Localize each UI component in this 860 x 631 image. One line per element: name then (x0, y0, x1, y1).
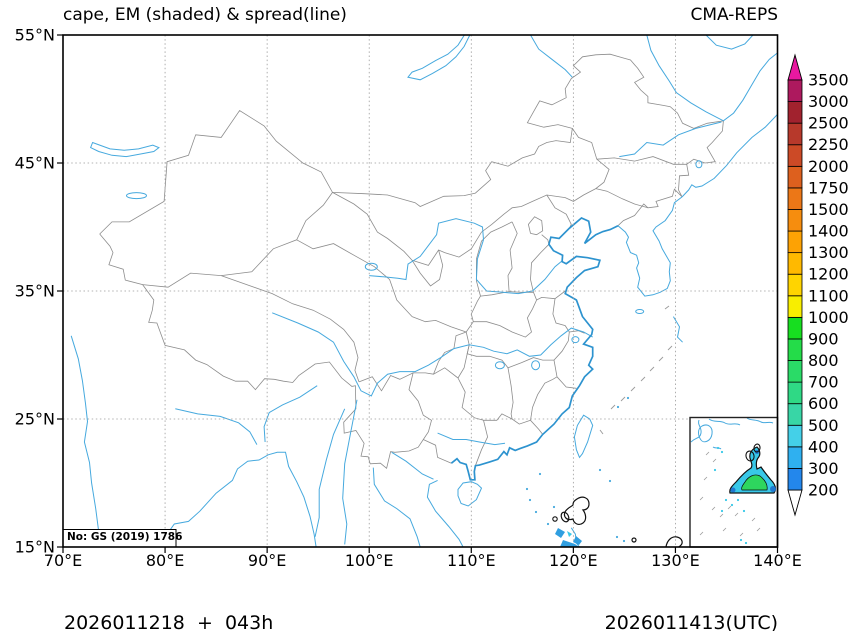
colorbar-level-label: 1300 (808, 243, 849, 262)
colorbar-level-label: 3000 (808, 92, 849, 111)
inset-island-marks (699, 451, 761, 537)
x-tick-label: 100°E (345, 551, 394, 570)
y-tick-label: 45°N (15, 154, 55, 173)
x-tick-label: 120°E (549, 551, 598, 570)
colorbar-level-label: 2250 (808, 135, 849, 154)
x-tick-label: 110°E (447, 551, 496, 570)
colorbar-cell (787, 101, 803, 124)
colorbar-level-label: 1400 (808, 222, 849, 241)
colorbar-level-label: 2500 (808, 114, 849, 133)
province-borders (99, 53, 724, 470)
colorbar-cell (787, 424, 803, 448)
colorbar-level-label: 2000 (808, 157, 849, 176)
valid-time-block: 2026011413(UTC) 2026011421(CST) (605, 561, 778, 631)
axis-tick-labels: 70°E 80°E 90°E 100°E 110°E 120°E 130°E 140°E 55°… (15, 26, 802, 571)
x-tick-label: 80°E (146, 551, 184, 570)
model-name: CMA-REPS (690, 5, 778, 25)
colorbar-level-label: 800 (808, 351, 839, 370)
colorbar-level-label: 300 (808, 459, 839, 478)
colorbar-level-label: 900 (808, 329, 839, 348)
colorbar: 200 300 400 500 600 700 800 900 1000 1100 1200 1300… (787, 53, 849, 517)
small-islands (525, 396, 630, 543)
colorbar-level-label: 200 (808, 481, 839, 500)
colorbar-cell (787, 403, 803, 426)
colorbar-level-label: 1200 (808, 265, 849, 284)
china-coastline (450, 217, 619, 481)
colorbar-cell (787, 209, 803, 232)
colorbar-level-label: 500 (808, 416, 839, 435)
colorbar-cell (787, 165, 803, 189)
y-tick-label: 55°N (15, 26, 55, 45)
colorbar-level-label: 1000 (808, 308, 849, 327)
colorbar-cell (787, 230, 803, 254)
colorbar-level-label: 400 (808, 437, 839, 456)
colorbar-level-label: 700 (808, 373, 839, 392)
init-time-line1: 2026011218 + 043h (64, 612, 274, 631)
colorbar-cell (787, 381, 803, 405)
colorbar-over-arrow (787, 53, 803, 81)
colorbar-level-label: 1750 (808, 178, 849, 197)
coastlines-rivers (70, 35, 778, 547)
init-time-block: 2026011218 + 043h 2026011302 + 043h (64, 561, 273, 631)
inset-coastlines (690, 417, 774, 450)
y-tick-label: 25°N (15, 410, 55, 429)
lat-lon-gridlines (63, 35, 778, 547)
x-tick-label: 140°E (753, 551, 802, 570)
colorbar-cell (787, 468, 803, 491)
map-geometry-layer (70, 35, 778, 547)
colorbar-level-label: 3500 (808, 71, 849, 90)
figure-title: cape, EM (shaded) & spread(line) (63, 5, 347, 25)
spread-contours (552, 496, 683, 547)
y-tick-label: 35°N (15, 282, 55, 301)
colorbar-cell (787, 446, 803, 469)
inset-islets (713, 446, 748, 545)
colorbar-level-label: 600 (808, 394, 839, 413)
x-tick-label: 70°E (44, 551, 82, 570)
colorbar-under-arrow (787, 489, 803, 517)
colorbar-cell (787, 252, 803, 275)
colorbar-cell (787, 144, 803, 167)
colorbar-level-label: 1500 (808, 200, 849, 219)
island-chain-marks (599, 305, 673, 435)
colorbar-cell (787, 79, 803, 102)
colorbar-cell (787, 360, 803, 383)
colorbar-cell (787, 273, 803, 297)
y-tick-label: 15°N (15, 538, 55, 557)
x-tick-label: 90°E (248, 551, 286, 570)
colorbar-cell (787, 187, 803, 210)
colorbar-cell (787, 295, 803, 318)
valid-time-utc: 2026011413(UTC) (604, 612, 778, 631)
x-tick-label: 130°E (651, 551, 700, 570)
colorbar-cell (787, 316, 803, 340)
map-license-note: No: GS (2019) 1786 (67, 531, 183, 543)
colorbar-cell (787, 338, 803, 361)
colorbar-cell (787, 122, 803, 146)
south-china-sea-inset (690, 417, 778, 547)
colorbar-level-label: 1100 (808, 286, 849, 305)
axis-ticks (57, 34, 779, 553)
